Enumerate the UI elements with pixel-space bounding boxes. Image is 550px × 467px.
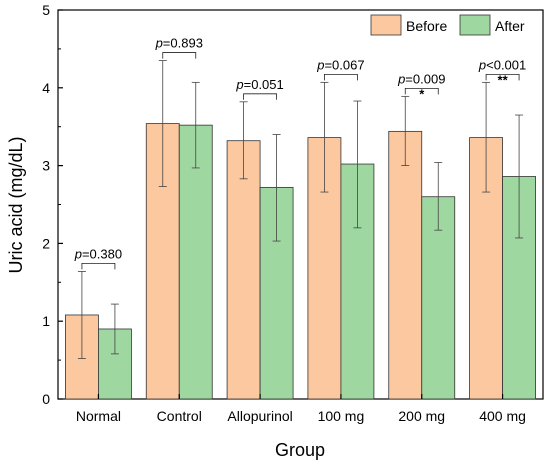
significance-bracket [162,52,197,59]
p-value-label: p=0.380 [74,246,122,261]
p-value-label: p=0.893 [155,36,203,51]
legend-swatch-before [370,14,402,36]
p-value-label: p=0.051 [235,77,283,92]
y-tick-label: 4 [42,80,50,96]
p-symbol: p [235,77,243,92]
significance-bracket [485,73,520,81]
y-tick-label: 0 [42,391,50,407]
y-axis: 0 1 2 3 4 5 [42,2,63,407]
legend: Before After [370,14,525,36]
x-tick-label: 200 mg [398,408,445,424]
p-symbol: p [478,57,486,72]
p-value: =0.893 [163,36,203,51]
y-tick-label: 2 [42,235,50,251]
y-tick-label: 3 [42,158,50,174]
p-value-label: p<0.001 [478,57,526,72]
significance-bracket [324,73,358,81]
significance-annotations: p=0.380p=0.893p=0.051p=0.067p=0.009*p<0.… [74,36,526,270]
x-tick-label: Control [157,408,202,424]
p-symbol: p [74,246,82,261]
bar-before [226,140,261,400]
legend-label-after: After [495,18,525,34]
significance-bracket [81,263,116,270]
y-tick-label: 1 [42,313,50,329]
significance-stars: * [419,86,425,101]
x-axis: Normal Control Allopurinol 100 mg 200 mg 400 … [76,394,526,424]
p-value: <0.001 [486,57,526,72]
x-tick-label: Allopurinol [227,408,292,424]
p-value-label: p=0.067 [316,57,364,72]
p-value: =0.051 [244,77,284,92]
bars-group [65,60,536,400]
x-tick-label: 400 mg [479,408,526,424]
bar-before [388,130,423,400]
p-symbol: p [316,57,324,72]
significance-bracket [404,87,439,95]
p-value: =0.067 [324,57,364,72]
x-tick-label: 100 mg [318,408,365,424]
x-tick-label: Normal [76,408,121,424]
bar-after [178,124,213,400]
x-axis-title: Group [275,440,325,460]
legend-label-before: Before [406,18,447,34]
p-value-label: p=0.009 [397,71,445,86]
bar-after [502,176,536,400]
legend-swatch-after [459,14,491,36]
p-value: =0.380 [82,246,122,261]
p-value: =0.009 [405,71,445,86]
significance-bracket [243,93,277,100]
p-symbol: p [397,71,405,86]
y-tick-label: 5 [42,2,50,18]
y-axis-title: Uric acid (mg/dL) [6,136,26,273]
p-symbol: p [155,36,163,51]
significance-stars: ** [498,72,509,87]
